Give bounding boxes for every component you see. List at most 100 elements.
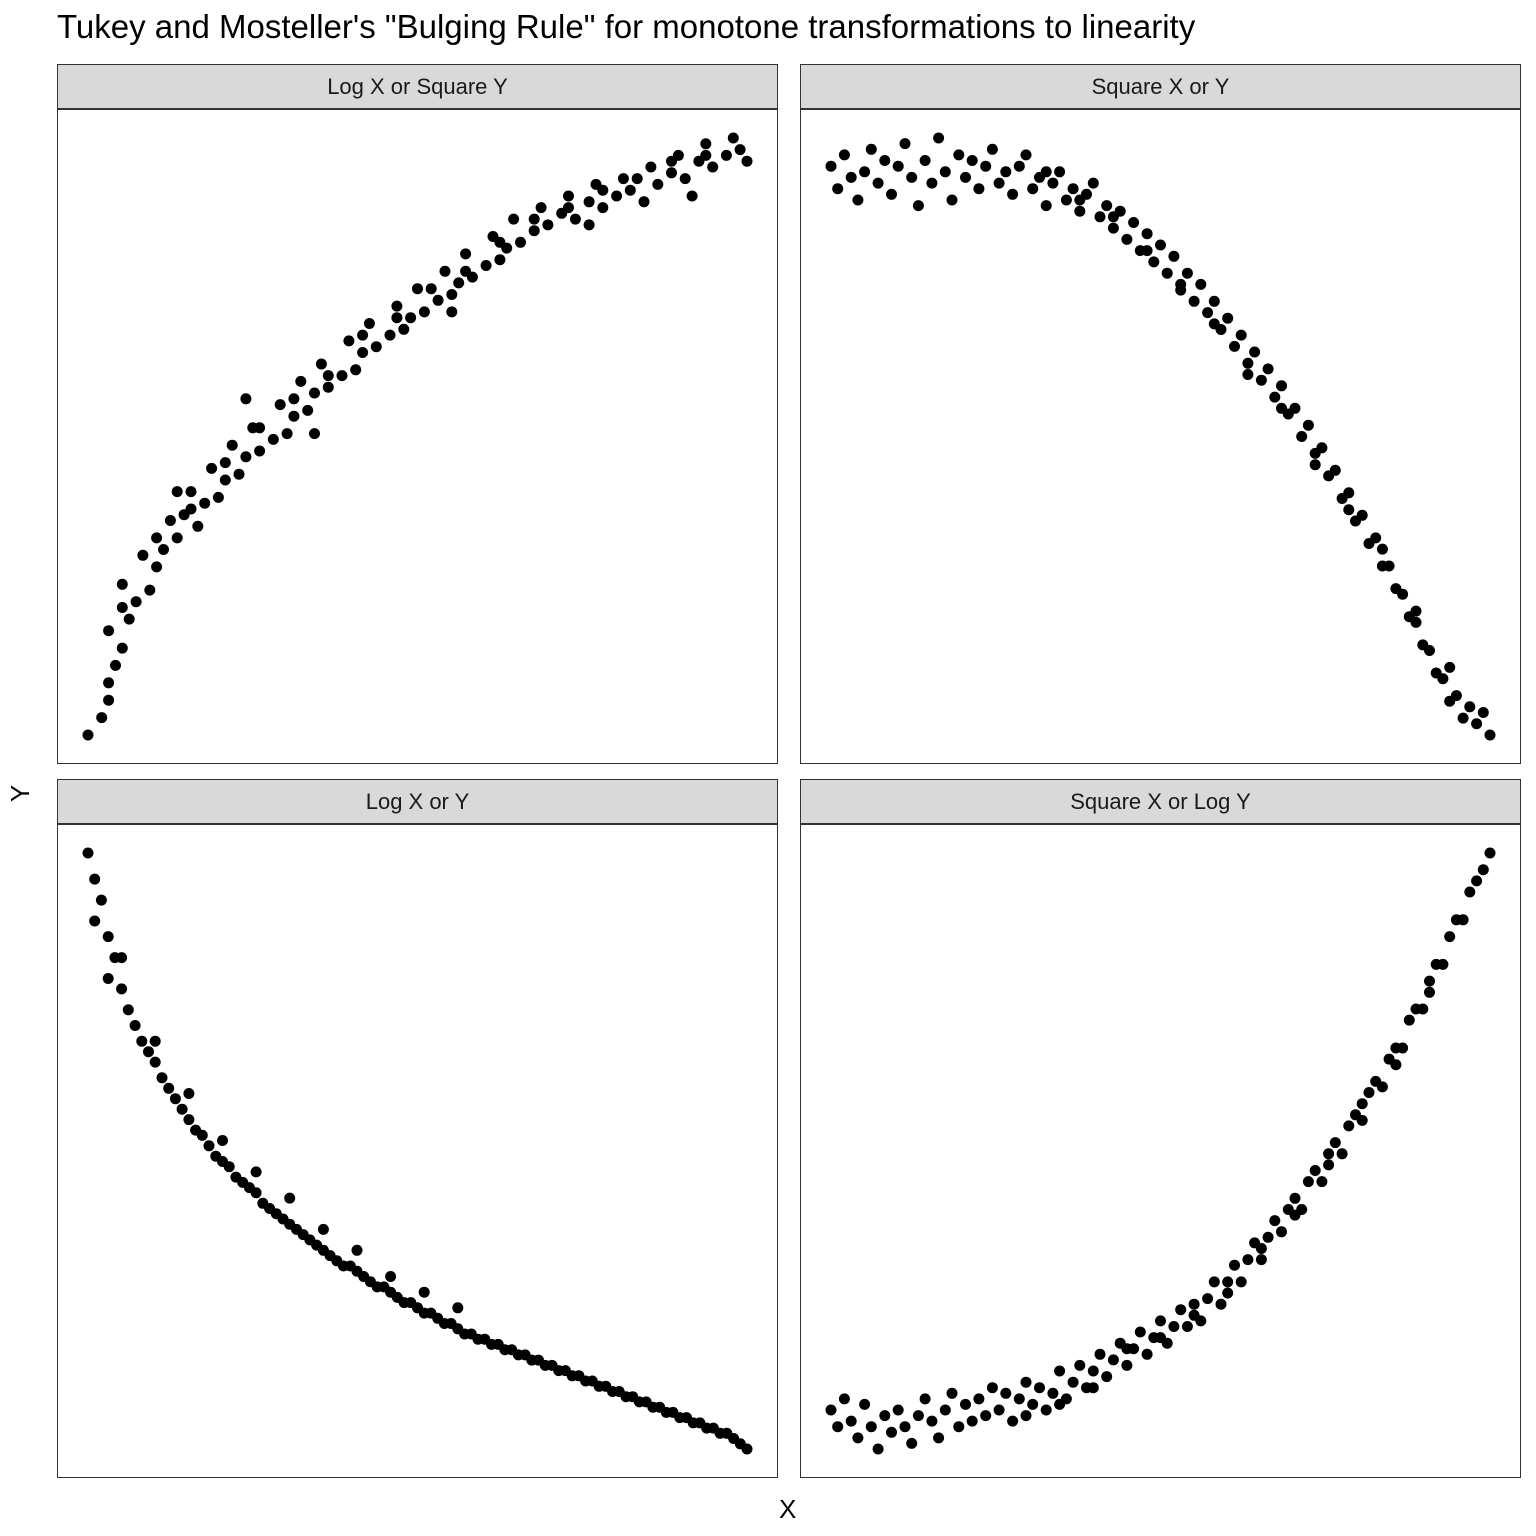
data-point xyxy=(1397,1042,1409,1054)
data-point xyxy=(357,347,369,358)
data-point xyxy=(217,1135,228,1146)
data-point xyxy=(1208,318,1220,330)
data-point xyxy=(1262,1231,1274,1243)
data-point xyxy=(993,177,1005,189)
data-point xyxy=(295,375,307,387)
data-point xyxy=(322,381,334,393)
data-point xyxy=(176,1103,188,1115)
data-point xyxy=(203,1140,215,1152)
data-point xyxy=(1188,295,1200,307)
data-point xyxy=(1296,431,1308,442)
data-point xyxy=(164,515,176,526)
data-point xyxy=(1383,560,1395,572)
data-point xyxy=(852,194,864,206)
data-point xyxy=(845,1415,857,1427)
data-point xyxy=(973,1393,985,1405)
data-point xyxy=(1101,200,1113,212)
data-point xyxy=(1235,1276,1247,1288)
data-point xyxy=(1067,1376,1079,1388)
data-point xyxy=(1074,1359,1086,1371)
data-point xyxy=(309,428,320,440)
data-point xyxy=(103,694,115,706)
data-point xyxy=(825,160,837,172)
data-point xyxy=(707,161,719,173)
data-point xyxy=(1444,661,1456,673)
data-point xyxy=(370,341,382,353)
data-point xyxy=(1424,986,1435,998)
data-point xyxy=(351,1244,363,1256)
data-point xyxy=(528,213,540,225)
data-point xyxy=(1376,1081,1388,1093)
data-point xyxy=(1107,222,1119,234)
data-point xyxy=(1020,149,1032,161)
data-point xyxy=(1074,194,1086,206)
facet-panel-square-x-or-y xyxy=(800,109,1521,764)
data-point xyxy=(1235,329,1247,341)
data-point xyxy=(1181,1321,1193,1332)
chart-title: Tukey and Mosteller's "Bulging Rule" for… xyxy=(57,8,1196,45)
data-point xyxy=(122,1004,134,1016)
data-point xyxy=(1007,1415,1019,1427)
data-point xyxy=(1464,886,1476,898)
data-point xyxy=(240,451,252,463)
data-point xyxy=(1121,1359,1133,1371)
data-point xyxy=(1276,380,1287,392)
data-point xyxy=(845,171,857,183)
data-point xyxy=(980,1410,992,1422)
data-point xyxy=(1471,718,1483,730)
data-point xyxy=(156,1072,168,1084)
data-point xyxy=(398,323,410,335)
data-point xyxy=(1034,1382,1045,1394)
data-point xyxy=(446,289,458,300)
data-point xyxy=(1323,1159,1335,1171)
data-point xyxy=(933,1432,945,1444)
data-point xyxy=(960,171,971,183)
data-point xyxy=(865,1421,877,1433)
data-point xyxy=(89,873,101,885)
data-point xyxy=(288,393,300,405)
data-point xyxy=(183,1088,195,1099)
data-point xyxy=(1107,1354,1119,1366)
data-point xyxy=(1329,464,1341,476)
data-point xyxy=(1040,200,1052,212)
data-point xyxy=(583,219,595,231)
data-point xyxy=(254,422,266,434)
data-point xyxy=(149,1056,161,1068)
data-point xyxy=(865,143,877,155)
data-point xyxy=(980,160,992,172)
data-point xyxy=(219,474,231,486)
data-point xyxy=(192,520,204,532)
data-point xyxy=(832,1421,844,1433)
data-point xyxy=(1450,690,1462,702)
data-point xyxy=(993,1404,1005,1416)
data-point xyxy=(1255,1254,1267,1266)
data-point xyxy=(116,602,128,613)
data-point xyxy=(679,173,691,185)
data-point xyxy=(528,225,540,237)
data-point xyxy=(953,149,965,161)
data-point xyxy=(158,544,169,555)
data-point xyxy=(439,265,451,277)
data-point xyxy=(825,1404,837,1416)
data-point xyxy=(425,283,437,295)
data-point xyxy=(1410,605,1422,617)
facet-strip-bottom-left: Log X or Y xyxy=(57,779,778,825)
data-point xyxy=(838,1393,850,1405)
data-point xyxy=(1229,340,1240,352)
data-point xyxy=(1289,402,1301,414)
data-point xyxy=(357,329,369,341)
data-point xyxy=(130,596,142,608)
data-point xyxy=(1060,194,1072,206)
data-point xyxy=(686,190,698,202)
data-point xyxy=(1087,1365,1099,1377)
data-point xyxy=(233,468,245,480)
data-point xyxy=(1168,250,1180,262)
data-point xyxy=(1047,177,1059,189)
data-point xyxy=(418,1286,430,1298)
data-point xyxy=(535,202,547,214)
data-point xyxy=(143,1046,154,1058)
data-point xyxy=(363,318,375,329)
data-point xyxy=(638,196,650,208)
data-point xyxy=(1087,177,1099,189)
data-point xyxy=(926,177,938,189)
